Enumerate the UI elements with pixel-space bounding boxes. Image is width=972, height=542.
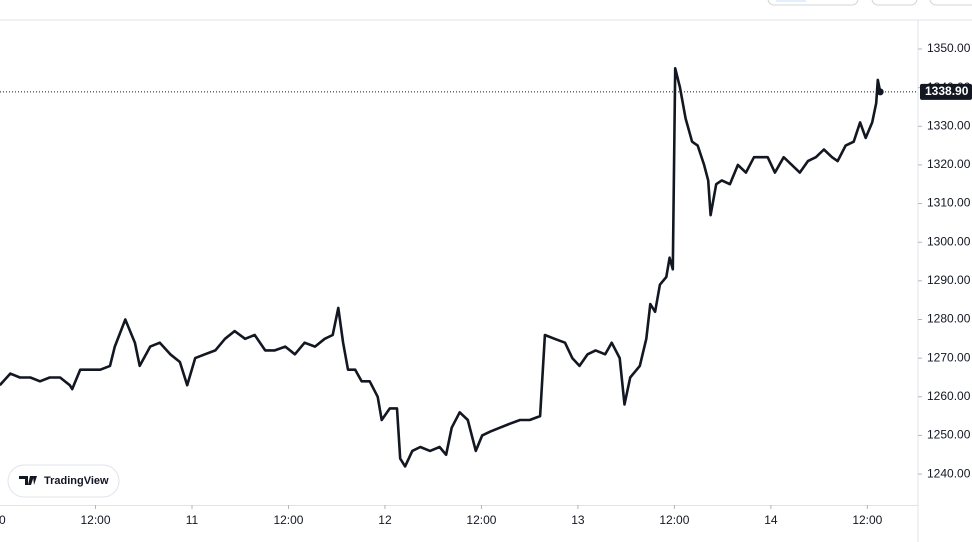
y-tick-label: 1280.00 (927, 312, 971, 326)
toolbar-button[interactable] (929, 0, 972, 6)
logo (19, 476, 37, 485)
last-point (876, 88, 884, 96)
y-tick-label: 1240.00 (927, 466, 971, 480)
y-tick-label: 1310.00 (927, 196, 971, 210)
x-tick-label: 12:00 (466, 513, 496, 527)
toolbar-highlight (776, 0, 806, 2)
x-tick-label: 12:00 (273, 513, 303, 527)
y-tick-label: 1300.00 (927, 234, 971, 248)
x-tick-label: 12:00 (852, 513, 882, 527)
y-tick-label: 1260.00 (927, 389, 971, 403)
tradingview-badge: TradingView (7, 464, 120, 498)
last-price-label: 1338.90 (925, 84, 969, 98)
x-tick-label: 14 (764, 513, 778, 527)
y-tick-label: 1270.00 (927, 350, 971, 364)
last-price-box (920, 83, 972, 100)
brand: TradingView (44, 475, 109, 487)
x-tick-label: 13 (571, 513, 585, 527)
y-tick-label: 1350.00 (927, 41, 971, 55)
x-tick-label: 10 (0, 513, 6, 527)
y-tick-label: 1250.00 (927, 428, 971, 442)
plot (0, 67, 918, 468)
toolbar-button[interactable] (871, 0, 918, 6)
x-tick-label: 12 (378, 513, 392, 527)
y-tick-label: 1290.00 (927, 273, 971, 287)
price-line (0, 67, 882, 468)
y-tick-label: 1320.00 (927, 157, 971, 171)
y-tick-label: 1330.00 (927, 118, 971, 132)
x-tick-label: 12:00 (80, 513, 110, 527)
x-tick-label: 11 (186, 513, 199, 527)
x-tick-label: 12:00 (659, 513, 689, 527)
badge-box (7, 464, 120, 498)
